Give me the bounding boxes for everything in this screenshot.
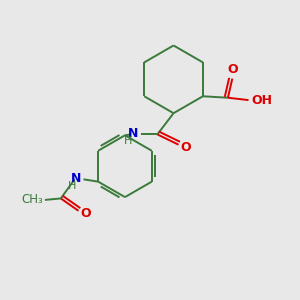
Text: N: N [71, 172, 81, 185]
Text: O: O [80, 207, 91, 220]
Text: H: H [68, 181, 76, 191]
Text: OH: OH [251, 94, 272, 106]
Text: CH₃: CH₃ [21, 194, 43, 206]
Text: H: H [124, 136, 132, 146]
Text: N: N [128, 127, 139, 140]
Text: O: O [227, 63, 238, 76]
Text: O: O [180, 141, 191, 154]
